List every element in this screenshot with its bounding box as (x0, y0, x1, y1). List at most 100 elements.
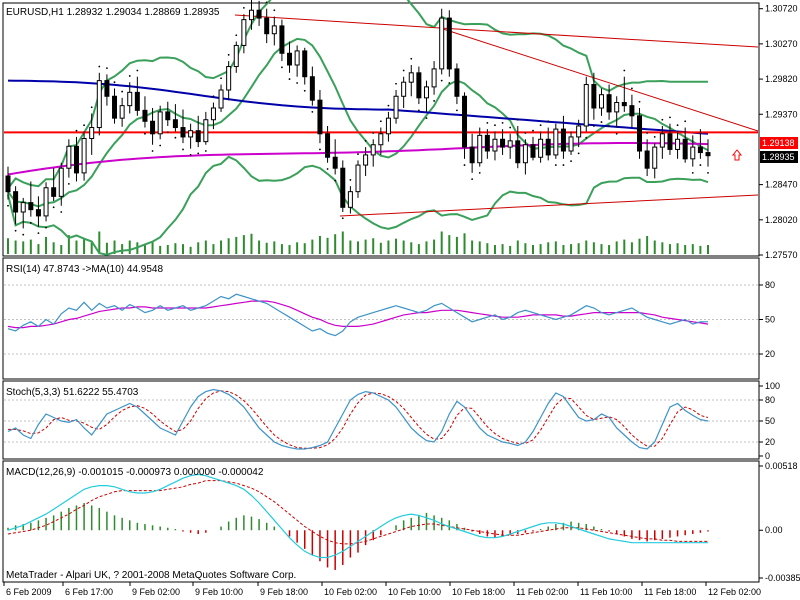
candle-body (210, 107, 216, 121)
candle-body (530, 144, 536, 158)
candle-body (401, 81, 407, 97)
macd-panel-frame (2, 460, 760, 583)
sar-dot (494, 124, 496, 127)
x-tick-label: 11 Feb 02:00 (516, 587, 568, 597)
macd-tick-label: 0.00 (765, 525, 783, 535)
candle-body (172, 119, 178, 129)
sar-dot (136, 69, 139, 72)
candle-body (150, 120, 156, 135)
price-panel (4, 0, 759, 256)
price-tick-label: 1.30720 (765, 4, 798, 14)
sar-dot (562, 164, 565, 166)
sar-dot (281, 66, 283, 69)
rsi-tick-label: 20 (765, 349, 775, 359)
sar-dot (554, 164, 557, 166)
sar-dot (516, 118, 519, 121)
sar-dot (159, 144, 162, 147)
candle-body (241, 19, 247, 46)
sar-dot (90, 106, 93, 109)
current-price-box (760, 151, 798, 163)
sar-dot (661, 118, 664, 121)
candle-body (652, 146, 658, 169)
price-tick-label: 1.28020 (765, 215, 798, 225)
candle-body (515, 140, 521, 164)
sar-dot (29, 222, 32, 224)
sar-dot (524, 132, 527, 134)
sar-dot (303, 89, 306, 92)
candle-body (81, 137, 87, 174)
sar-dot (182, 148, 184, 151)
candle-body (112, 95, 118, 119)
bollinger-lower-line (7, 155, 709, 256)
sar-dot (151, 150, 154, 152)
sar-dot (144, 132, 146, 135)
sar-dot (227, 53, 230, 56)
candle-body (127, 91, 133, 107)
candle-body (28, 202, 34, 211)
x-tick-label: 9 Feb 18:00 (260, 587, 308, 597)
hline-price-label: 1.29138 (762, 138, 795, 148)
stoch-tick-label: 100 (765, 381, 780, 391)
ma-magenta-line (7, 142, 709, 176)
rsi-line (7, 293, 708, 337)
sar-dot (273, 9, 276, 12)
x-tick-label: 6 Feb 2009 (6, 587, 52, 597)
candle-body (309, 76, 315, 101)
candle-body (13, 191, 19, 213)
x-tick-label: 6 Feb 17:00 (65, 587, 113, 597)
candle-body (287, 52, 293, 66)
sar-dot (486, 121, 489, 124)
sar-dot (592, 125, 595, 127)
candle-body (431, 68, 437, 88)
candle-body (408, 72, 414, 83)
trendline-descending (439, 27, 759, 132)
sar-dot (220, 77, 222, 80)
candle-body (576, 125, 582, 138)
sar-dot (570, 160, 572, 163)
stoch-panel-frame (2, 380, 760, 460)
candle-body (659, 133, 665, 148)
candle-body (5, 175, 11, 193)
sar-dot (539, 124, 542, 127)
stoch-tick-label: 0 (765, 451, 770, 461)
trendline-lower (339, 194, 759, 217)
rsi-tick-label: 80 (765, 280, 775, 290)
sar-dot (98, 65, 101, 68)
price-tick-label: 1.29370 (765, 109, 798, 119)
candle-body (545, 138, 551, 156)
sar-dot (288, 78, 291, 80)
sar-dot (707, 171, 709, 174)
candle-body (58, 167, 64, 197)
footer-copyright: MetaTrader - Alpari UK, ? 2001-2008 Meta… (6, 570, 296, 581)
candle-body (347, 191, 353, 208)
sar-dot (7, 204, 9, 207)
stoch-tick-label: 50 (765, 416, 775, 426)
sar-dot (326, 168, 329, 170)
sar-dot (463, 164, 466, 166)
sar-dot (174, 136, 177, 139)
candle-body (469, 146, 475, 164)
candle-body (568, 136, 574, 152)
stoch-d-line (8, 390, 709, 449)
candle-body (598, 94, 604, 109)
candle-body (621, 102, 627, 107)
x-tick-label: 12 Feb 02:00 (708, 587, 761, 597)
sar-dot (501, 121, 504, 124)
candle-body (423, 86, 429, 99)
candle-body (507, 140, 513, 148)
price-title: EURUSD,H1 1.28932 1.29034 1.28869 1.2893… (6, 7, 220, 18)
candle-body (340, 167, 346, 208)
candle-body (446, 17, 452, 70)
sar-dot (379, 120, 382, 123)
sar-dot (448, 82, 451, 84)
candle-body (538, 138, 544, 158)
sar-dot (471, 178, 474, 181)
candle-body (271, 25, 277, 35)
candle-body (180, 127, 186, 138)
sar-dot (410, 57, 413, 60)
x-tick-label: 11 Feb 18:00 (644, 587, 696, 597)
stoch-tick-label: 80 (765, 395, 775, 405)
stoch-k-line (7, 388, 709, 450)
sar-dot (372, 132, 375, 134)
